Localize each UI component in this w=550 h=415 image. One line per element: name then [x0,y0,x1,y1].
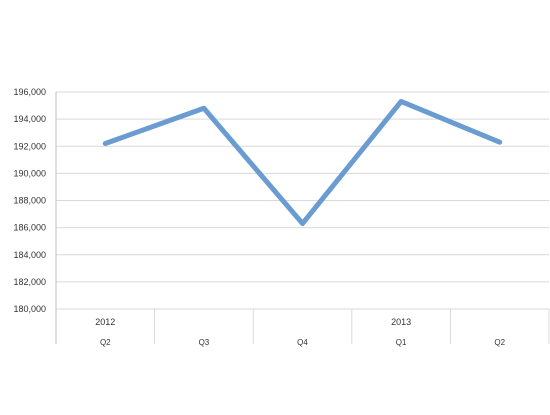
x-tick-label-quarter: Q2 [494,338,505,347]
y-tick-label: 194,000 [13,114,46,124]
gridlines [56,92,549,309]
x-tick-label-year: 2013 [391,317,411,327]
y-tick-label: 184,000 [13,250,46,260]
x-tick-label-year: 2012 [95,317,115,327]
x-tick-label-quarter: Q3 [199,338,210,347]
y-tick-label: 186,000 [13,223,46,233]
series [105,101,500,223]
y-tick-label: 180,000 [13,304,46,314]
series-line [105,101,499,223]
y-tick-label: 188,000 [13,196,46,206]
x-tick-label-quarter: Q4 [297,338,308,347]
y-tick-labels: 180,000 182,000 184,000 186,000 188,000 190,0… [13,87,46,314]
y-tick-label: 196,000 [13,87,46,97]
x-tick-label-quarter: Q1 [396,338,407,347]
x-tick-label-quarter: Q2 [100,338,111,347]
y-tick-label: 190,000 [13,168,46,178]
y-tick-label: 182,000 [13,277,46,287]
x-tick-labels: 2012 Q2 Q3 Q4 2013 Q1 Q2 [95,317,505,347]
y-tick-label: 192,000 [13,141,46,151]
